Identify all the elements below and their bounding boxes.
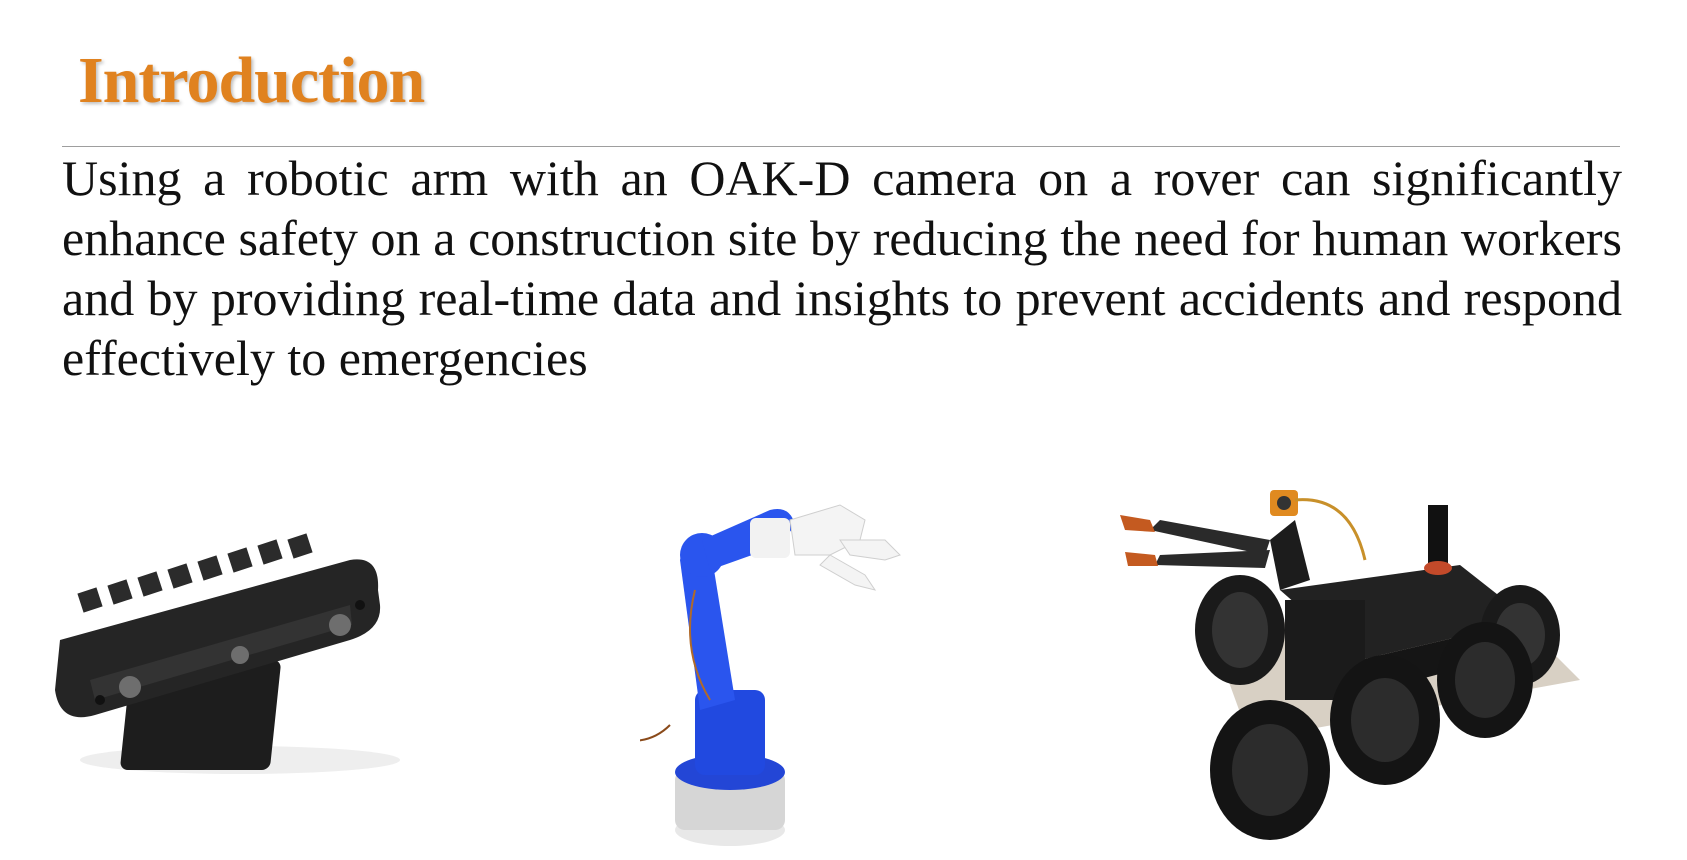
slide-body-text: Using a robotic arm with an OAK-D camera…: [62, 150, 1622, 386]
rover-with-arm-image: [1120, 470, 1600, 840]
robotic-arm-image: [640, 500, 940, 860]
oak-d-camera-image: [50, 530, 410, 790]
title-divider: [62, 146, 1620, 147]
slide-title: Introduction: [78, 44, 425, 117]
image-row: [0, 460, 1687, 846]
